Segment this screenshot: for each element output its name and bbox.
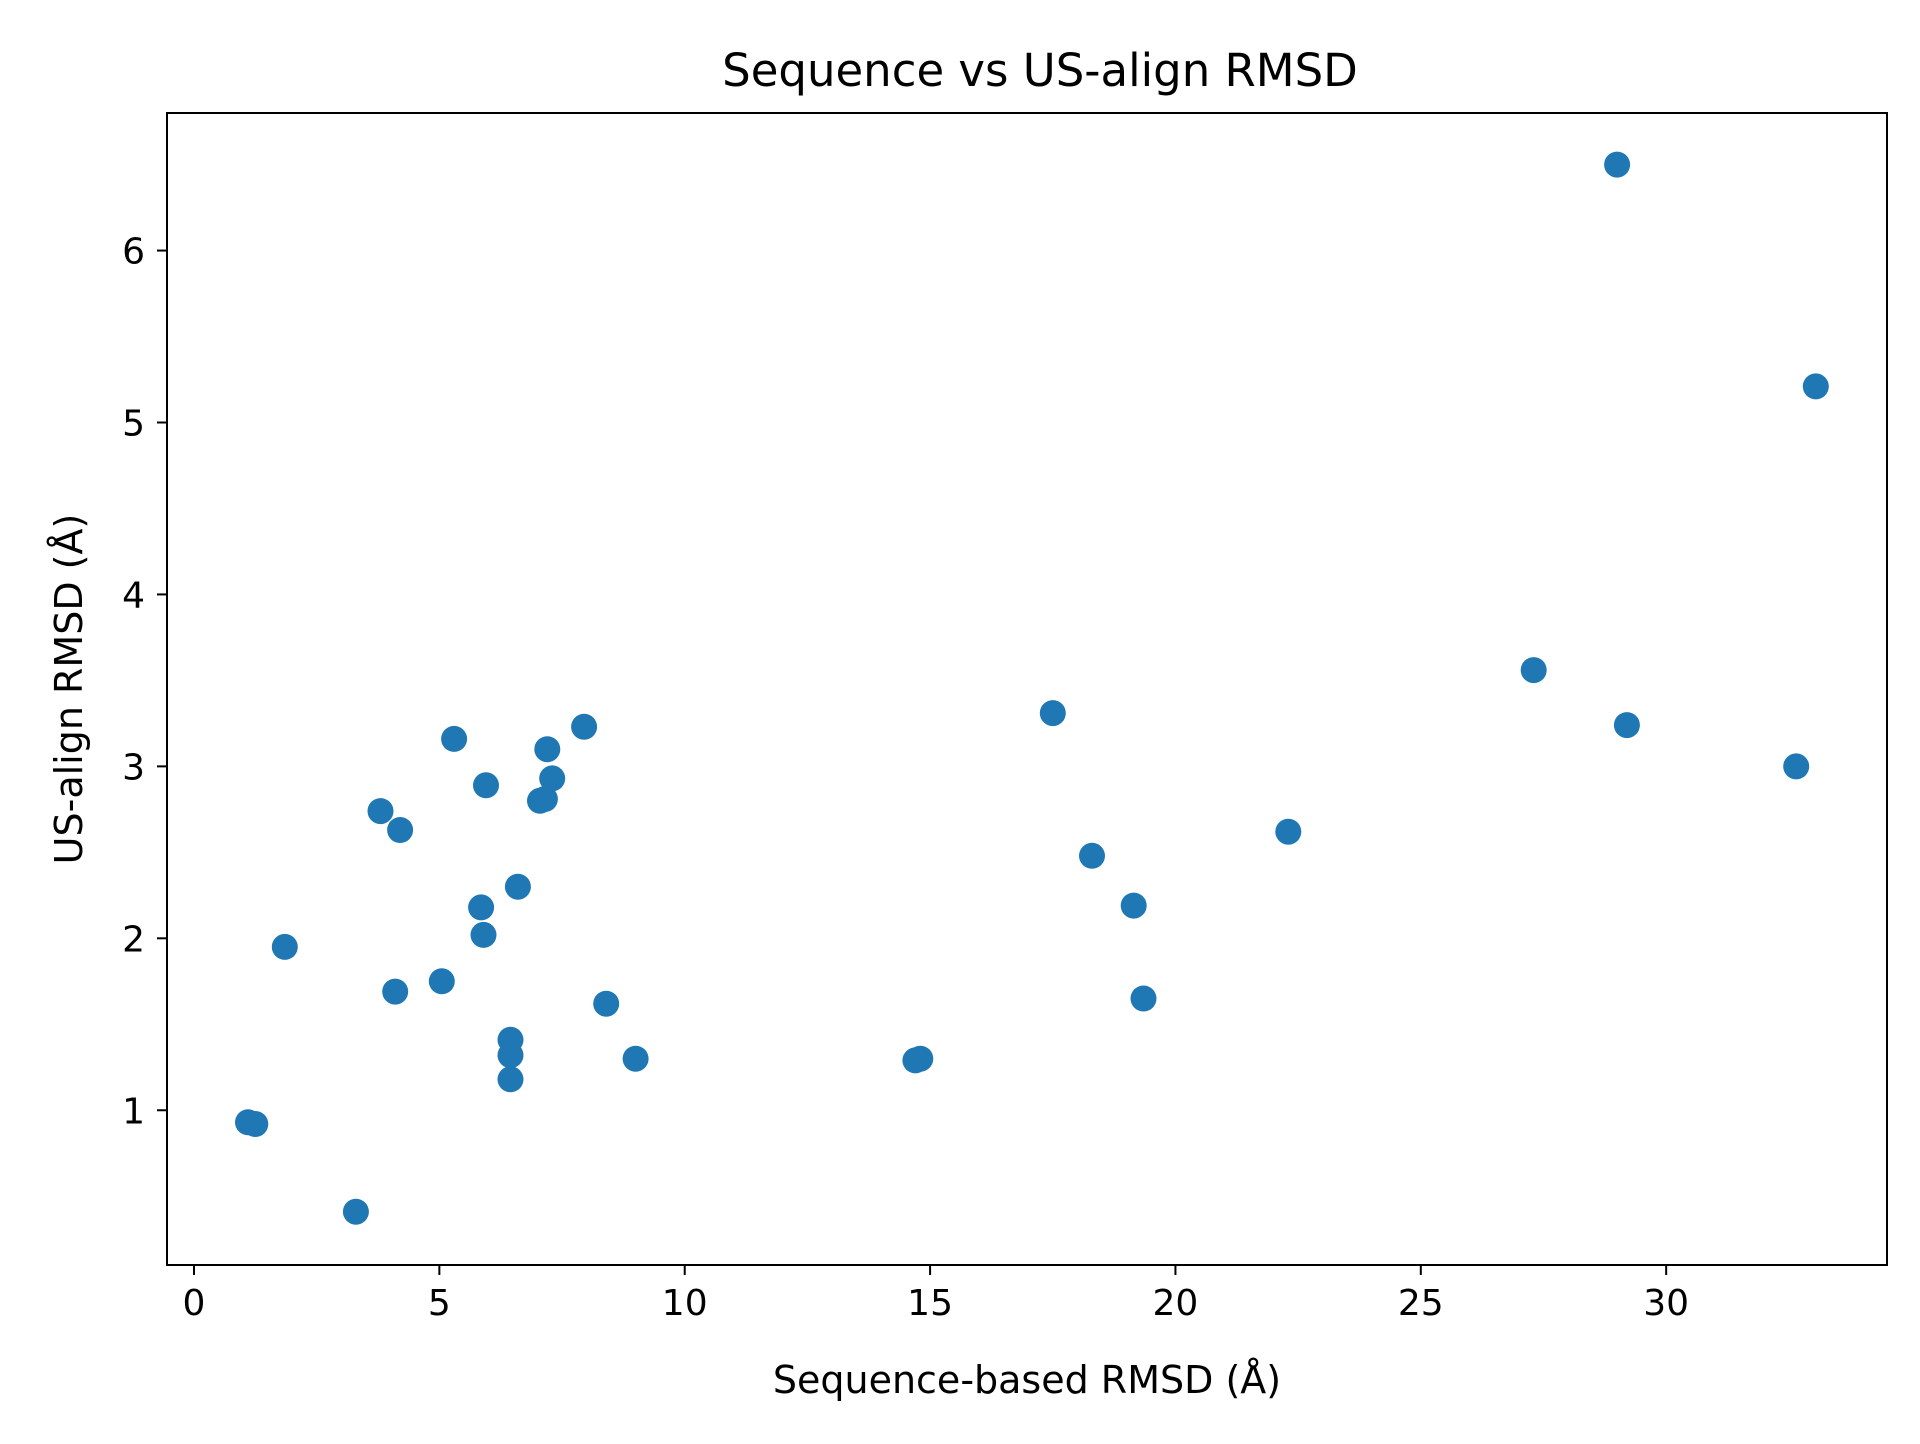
data-point-15 xyxy=(504,873,531,900)
x-tick-label-3: 15 xyxy=(907,1283,953,1324)
x-tick-label-6: 30 xyxy=(1643,1283,1689,1324)
x-tick-label-4: 20 xyxy=(1153,1283,1199,1324)
data-point-11 xyxy=(473,772,499,799)
data-point-8 xyxy=(441,725,468,752)
x-axis-ticks: 0 5 10 15 20 25 30 xyxy=(183,1265,1689,1324)
data-point-27 xyxy=(1120,892,1147,919)
data-point-20 xyxy=(571,713,598,740)
data-point-1 xyxy=(242,1111,269,1137)
x-tick-label-2: 10 xyxy=(662,1283,708,1324)
y-tick-label-3: 4 xyxy=(122,575,145,616)
y-tick-label-1: 2 xyxy=(122,919,145,960)
data-point-29 xyxy=(1275,818,1302,845)
x-axis-label: Sequence-based RMSD (Å) xyxy=(773,1358,1281,1402)
data-point-7 xyxy=(428,968,455,995)
plot-frame xyxy=(166,112,1888,1266)
data-point-28 xyxy=(1130,985,1157,1012)
data-point-33 xyxy=(1783,753,1810,780)
x-tick-label-0: 0 xyxy=(183,1283,206,1324)
x-tick-label-5: 25 xyxy=(1398,1283,1444,1324)
data-point-30 xyxy=(1520,657,1547,684)
y-tick-label-2: 3 xyxy=(122,747,145,788)
data-point-26 xyxy=(1079,842,1105,869)
data-point-6 xyxy=(387,817,414,843)
data-point-2 xyxy=(271,933,298,960)
data-point-9 xyxy=(468,894,495,921)
y-tick-label-4: 5 xyxy=(122,403,145,444)
data-point-34 xyxy=(1802,373,1829,400)
x-tick-label-1: 5 xyxy=(428,1283,451,1324)
data-point-10 xyxy=(470,921,497,948)
y-tick-label-0: 1 xyxy=(122,1091,145,1132)
data-point-18 xyxy=(534,736,561,763)
y-axis-ticks: 1 2 3 4 5 6 xyxy=(122,232,167,1132)
y-axis-label: US-align RMSD (Å) xyxy=(47,514,91,865)
data-point-3 xyxy=(342,1198,369,1225)
chart-title: Sequence vs US-align RMSD xyxy=(722,44,1358,97)
data-point-24 xyxy=(907,1045,934,1072)
data-point-21 xyxy=(593,990,620,1017)
points-layer xyxy=(235,151,1829,1225)
data-point-19 xyxy=(539,765,566,792)
data-point-14 xyxy=(497,1066,524,1093)
data-point-4 xyxy=(367,798,394,825)
data-point-32 xyxy=(1613,712,1640,739)
data-point-13 xyxy=(497,1042,524,1069)
y-tick-label-5: 6 xyxy=(122,232,145,273)
data-point-22 xyxy=(622,1045,649,1072)
data-point-17 xyxy=(531,786,558,812)
data-point-5 xyxy=(382,978,409,1005)
data-point-25 xyxy=(1039,700,1066,727)
data-point-31 xyxy=(1604,151,1631,178)
